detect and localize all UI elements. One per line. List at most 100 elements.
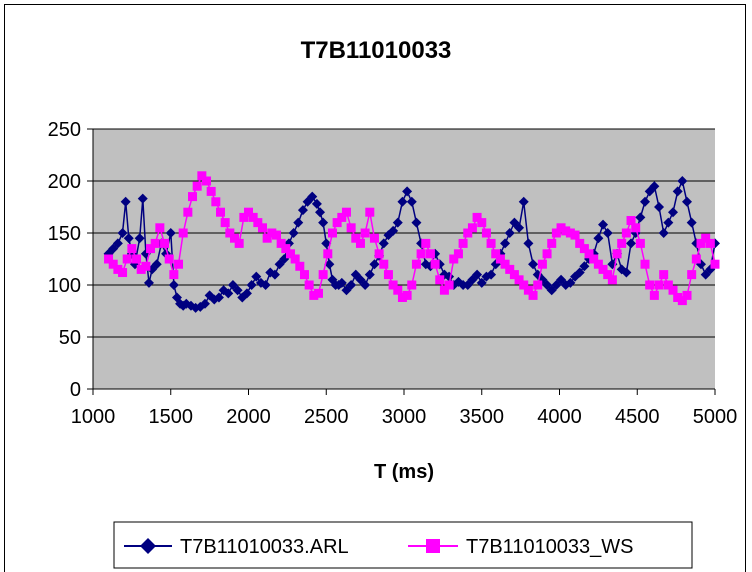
data-point-ws <box>188 192 198 202</box>
legend-marker-ws <box>426 539 440 553</box>
data-point-ws <box>257 223 267 233</box>
data-point-ws <box>183 207 193 217</box>
x-tick-label: 4000 <box>537 406 582 428</box>
data-point-arl <box>672 186 683 197</box>
data-point-ws <box>267 228 277 238</box>
y-tick-label: 50 <box>59 327 81 349</box>
data-point-ws <box>295 261 305 271</box>
data-point-ws <box>174 259 184 269</box>
data-point-arl <box>364 269 375 280</box>
data-point-ws <box>253 218 263 228</box>
data-point-ws <box>477 218 487 228</box>
data-point-ws <box>332 218 342 228</box>
y-tick-label: 200 <box>48 171 81 193</box>
data-point-ws <box>393 285 403 295</box>
y-tick-label: 250 <box>48 119 81 141</box>
data-point-ws <box>439 285 449 295</box>
data-point-ws <box>351 233 361 243</box>
data-point-ws <box>421 238 431 248</box>
data-point-ws <box>327 228 337 238</box>
data-point-ws <box>430 259 440 269</box>
data-point-ws <box>337 212 347 222</box>
data-point-ws <box>687 270 697 280</box>
data-point-arl <box>635 212 646 223</box>
data-point-arl <box>199 298 210 309</box>
data-point-ws <box>108 259 118 269</box>
y-tick-label: 100 <box>48 275 81 297</box>
data-point-ws <box>178 228 188 238</box>
data-point-arl <box>318 217 329 228</box>
data-point-arl <box>411 217 422 228</box>
data-point-ws <box>691 254 701 264</box>
data-point-arl <box>598 219 609 230</box>
data-point-arl <box>143 277 154 288</box>
data-point-ws <box>673 292 683 302</box>
data-point-ws <box>150 238 160 248</box>
data-point-ws <box>701 233 711 243</box>
data-point-ws <box>645 280 655 290</box>
data-point-arl <box>523 238 534 249</box>
data-point-ws <box>617 238 627 248</box>
data-point-arl <box>241 288 252 299</box>
data-point-ws <box>659 270 669 280</box>
data-point-ws <box>705 238 715 248</box>
data-point-ws <box>528 290 538 300</box>
data-point-arl <box>223 288 234 299</box>
data-point-ws <box>318 270 328 280</box>
data-point-arl <box>565 277 576 288</box>
data-point-ws <box>458 238 468 248</box>
data-point-ws <box>654 280 664 290</box>
data-point-ws <box>640 259 650 269</box>
x-tick-label: 1500 <box>149 406 194 428</box>
data-point-ws <box>612 249 622 259</box>
data-point-ws <box>118 268 128 278</box>
data-point-ws <box>682 290 692 300</box>
data-point-arl <box>658 228 669 238</box>
data-point-ws <box>402 290 412 300</box>
data-point-arl <box>120 196 131 207</box>
data-point-ws <box>663 280 673 290</box>
data-point-ws <box>369 233 379 243</box>
data-point-ws <box>276 238 286 248</box>
data-point-ws <box>374 249 384 259</box>
data-point-ws <box>122 254 132 264</box>
data-point-arl <box>297 205 308 216</box>
data-point-ws <box>220 218 230 228</box>
data-point-arl <box>293 217 304 228</box>
data-point-ws <box>626 216 636 226</box>
x-tick-label: 1000 <box>71 406 116 428</box>
data-point-arl <box>406 196 417 207</box>
data-point-arl <box>579 261 590 272</box>
data-point-ws <box>164 254 174 264</box>
data-point-arl <box>397 196 408 207</box>
data-point-ws <box>211 197 221 207</box>
data-point-ws <box>668 285 678 295</box>
data-point-ws <box>127 244 137 254</box>
data-point-ws <box>281 244 291 254</box>
data-point-ws <box>579 244 589 254</box>
data-point-arl <box>307 191 318 202</box>
data-point-ws <box>635 238 645 248</box>
data-point-ws <box>472 212 482 222</box>
data-point-ws <box>285 249 295 259</box>
data-point-ws <box>411 259 421 269</box>
data-point-ws <box>313 288 323 298</box>
data-point-ws <box>481 228 491 238</box>
data-point-ws <box>216 207 226 217</box>
data-point-ws <box>533 280 543 290</box>
data-point-ws <box>132 254 142 264</box>
data-point-arl <box>213 292 224 303</box>
data-point-ws <box>136 264 146 274</box>
plot-background <box>93 129 715 389</box>
data-point-ws <box>397 292 407 302</box>
data-point-arl <box>117 228 128 238</box>
data-point-ws <box>346 223 356 233</box>
data-point-arl <box>388 225 399 236</box>
data-point-ws <box>304 280 314 290</box>
x-tick-label: 2000 <box>226 406 271 428</box>
data-point-arl <box>369 259 380 270</box>
data-point-ws <box>365 207 375 217</box>
data-point-arl <box>486 269 497 280</box>
data-point-ws <box>425 249 435 259</box>
data-point-arl <box>260 280 271 290</box>
